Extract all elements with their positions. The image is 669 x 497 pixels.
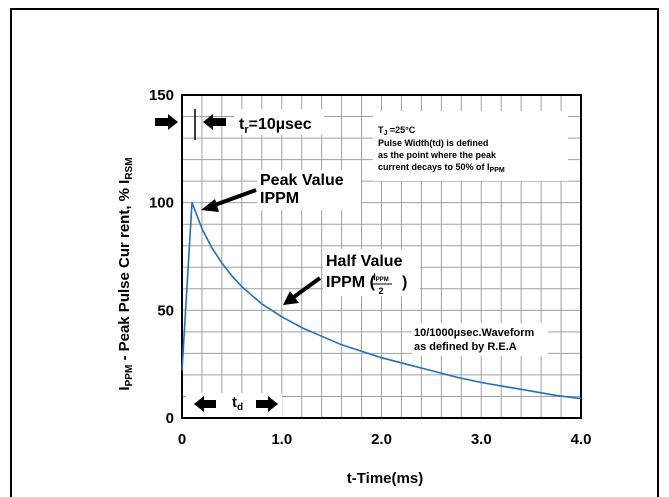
series-layer [181, 201, 582, 400]
tr-label-sub: r [244, 124, 249, 136]
half-arrow-line [289, 276, 322, 301]
half-frac-num-sub: PPM [376, 277, 389, 283]
note-tj-sub: J [384, 130, 388, 137]
tr-label: tr=10µsec [239, 116, 312, 136]
td-label-sub: d [237, 402, 243, 413]
y-axis-label-end-sub: RSM [124, 157, 135, 179]
y-axis-label-main: I [116, 386, 133, 390]
waveform-line-2: as defined by R.E.A [414, 341, 517, 353]
y-tick-labels: 0 50 100 150 [149, 87, 174, 427]
x-tick-label: 1.0 [271, 431, 292, 448]
half-frac-num-main: I [373, 272, 376, 282]
y-axis-label: IPPM - Peak Pulse Cur rent, % IRSM [116, 157, 135, 390]
td-label: td [232, 394, 243, 413]
y-tick-label: 0 [166, 410, 174, 427]
x-tick-label: 3.0 [471, 431, 492, 448]
td-right-arrow [256, 396, 278, 412]
note-tj-rest: =25°C [387, 125, 415, 135]
note-tj: TJ =25°C [378, 125, 416, 137]
axes [181, 94, 582, 419]
half-frac-den: 2 [378, 286, 383, 296]
td-left-arrow [194, 396, 216, 412]
series-line [181, 201, 582, 400]
half-frac-close: ) [402, 274, 407, 291]
note-line-3: as the point where the peak [378, 150, 497, 160]
note-line-2: Pulse Width(td) is defined [378, 138, 488, 148]
y-tick-label: 50 [157, 302, 174, 319]
peak-label-line-2: IPPM [260, 190, 299, 207]
td-label-t: t [232, 394, 237, 411]
x-tick-label: 0 [178, 431, 186, 448]
half-label-line-1: Half Value [326, 253, 403, 270]
note-line-4-main: current decays to 50% of I [378, 162, 490, 172]
y-axis-label-main-sub: PPM [124, 365, 135, 387]
y-axis-label-middle: - Peak Pulse Cur rent, % I [116, 180, 133, 365]
peak-label-box [257, 170, 361, 210]
half-label-box [323, 249, 420, 296]
note-tj-main: T [378, 125, 384, 135]
note-line-4: current decays to 50% of IPPM [378, 162, 505, 174]
half-arrowhead [283, 291, 299, 305]
tr-label-box [234, 109, 324, 135]
y-tick-label: 100 [149, 195, 174, 212]
peak-arrowhead [201, 199, 219, 212]
y-tick-label: 150 [149, 87, 174, 104]
figure-frame [10, 8, 659, 497]
x-axis-label: t-Time(ms) [347, 470, 423, 487]
x-tick-label: 4.0 [571, 431, 592, 448]
tr-right-arrow [203, 114, 226, 130]
plot-border [181, 94, 582, 419]
x-tick-labels: 0 1.0 2.0 3.0 4.0 [178, 431, 592, 448]
waveform-label-box [412, 323, 548, 356]
note-line-4-sub: PPM [490, 167, 505, 174]
peak-arrow-line [211, 188, 257, 208]
tr-label-value: =10µsec [249, 116, 312, 133]
half-frac-num: IPPM [373, 272, 389, 283]
tr-left-arrow [155, 114, 178, 130]
x-tick-label: 2.0 [371, 431, 392, 448]
half-label-line-2: IPPM ( [326, 274, 376, 291]
peak-label-line-1: Peak Value [260, 172, 344, 189]
note-box [373, 111, 568, 181]
waveform-line-1: 10/1000µsec.Waveform [414, 327, 534, 339]
tr-label-t: t [239, 116, 245, 133]
